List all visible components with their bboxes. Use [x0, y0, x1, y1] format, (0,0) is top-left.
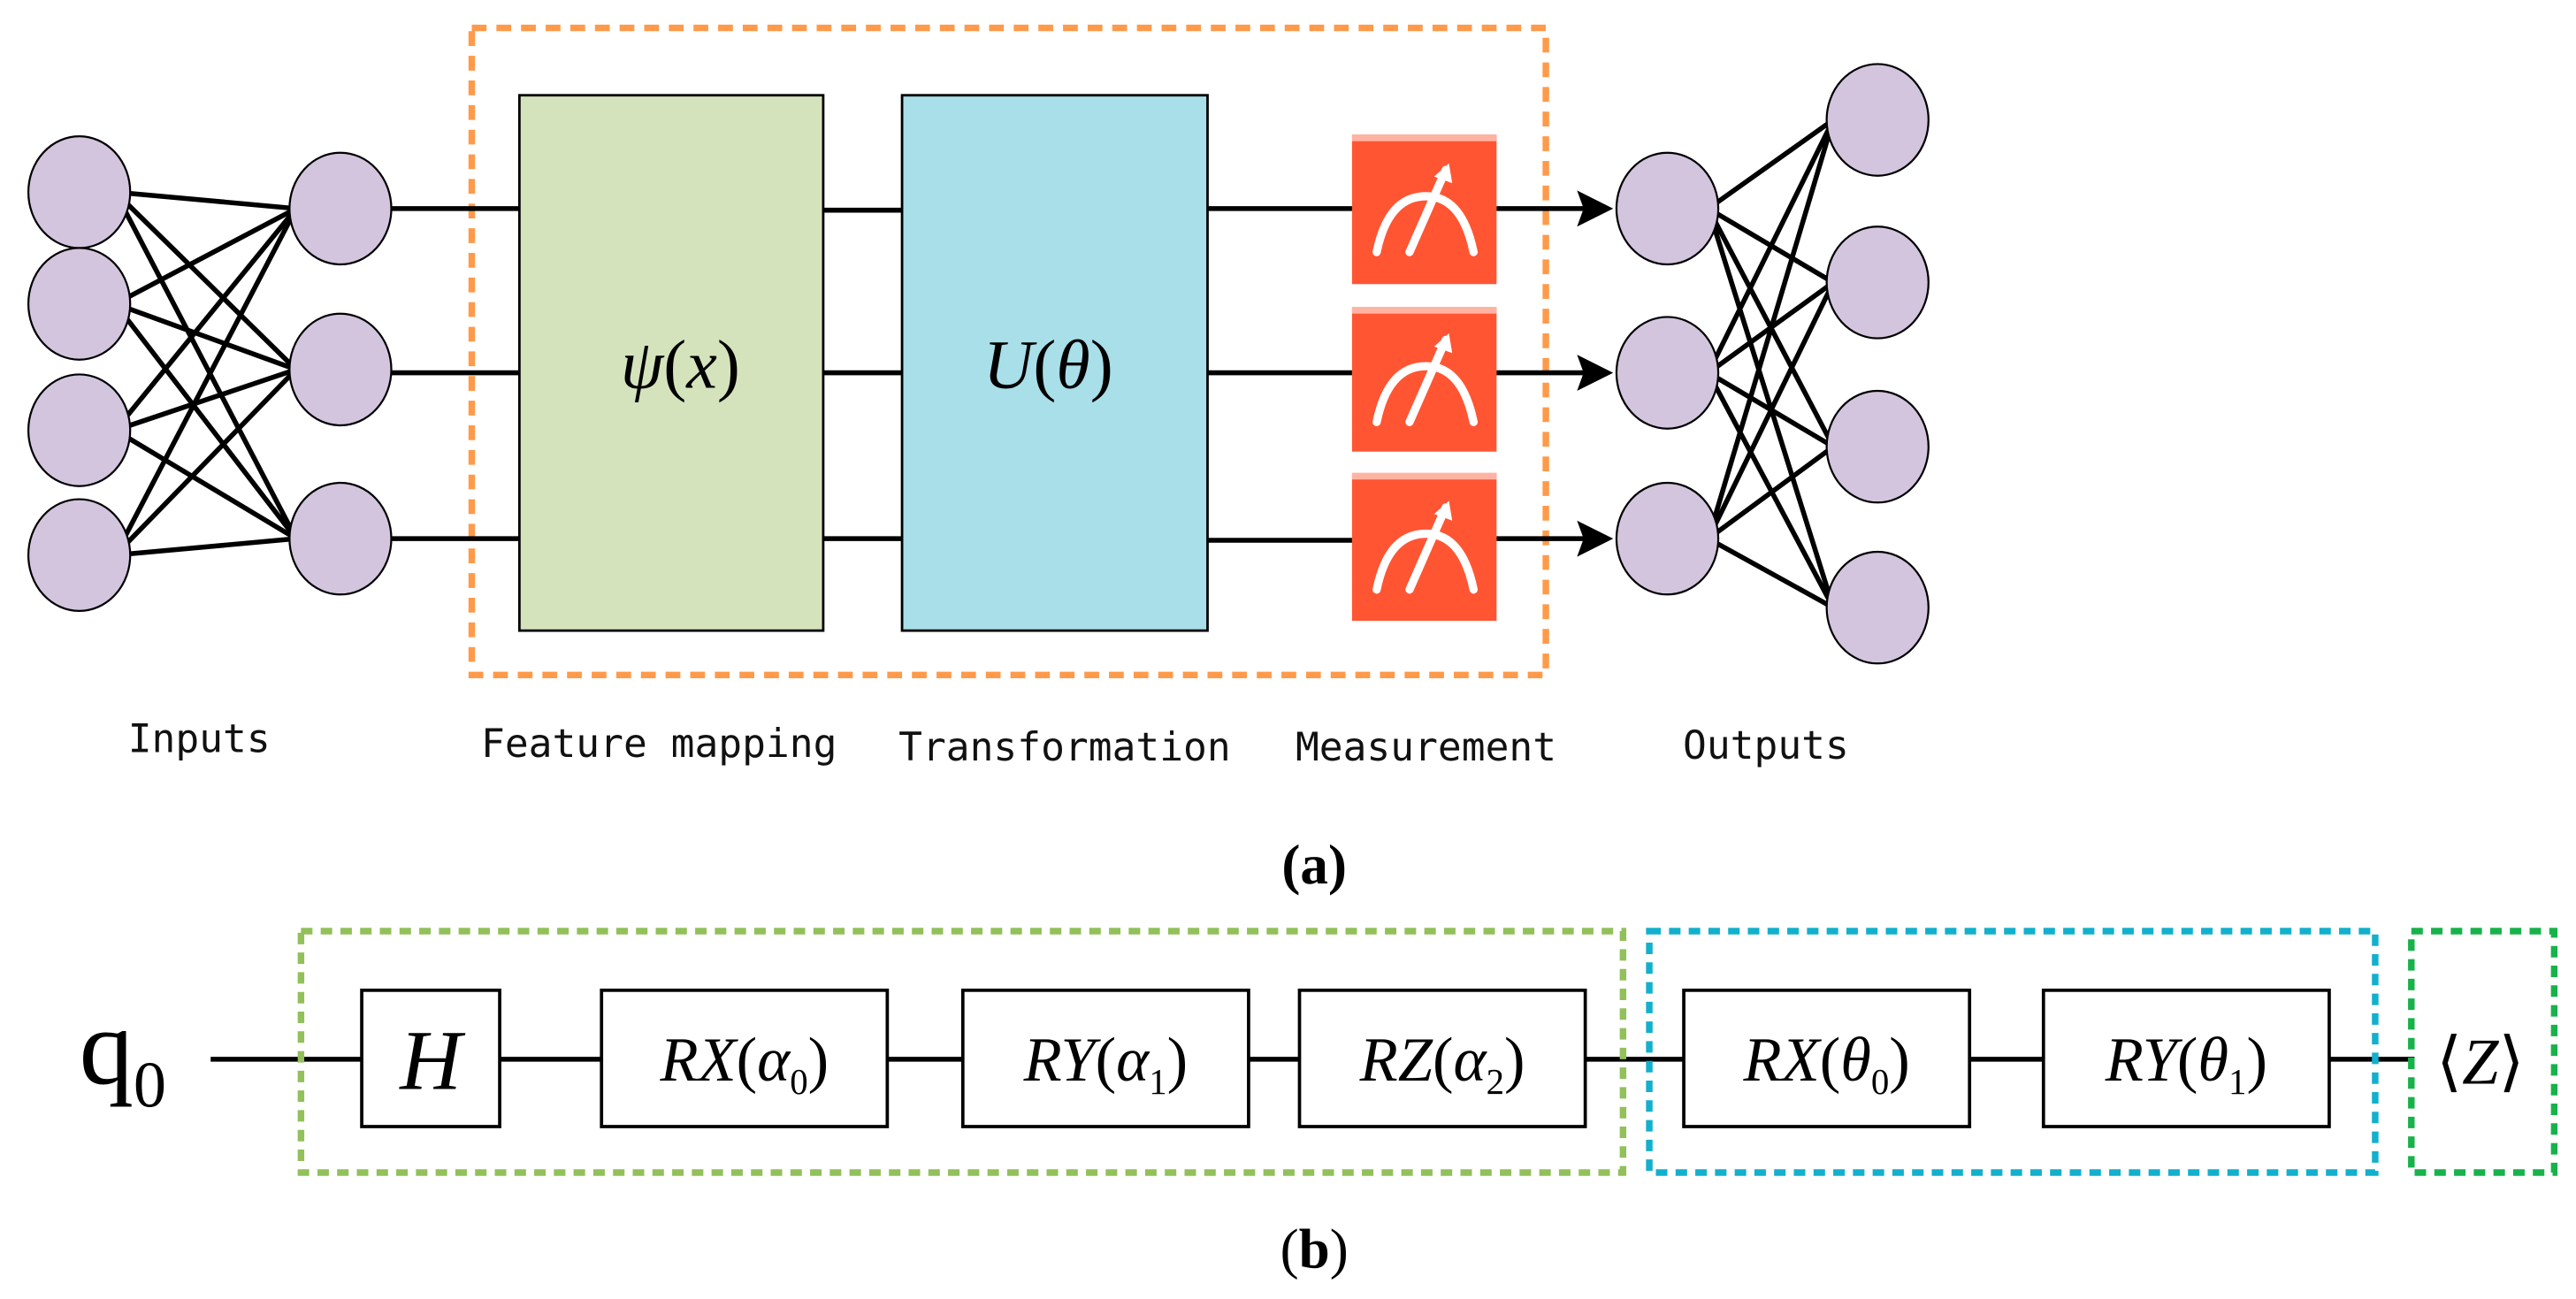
hidden-node: [288, 312, 393, 427]
output-hidden-node: [1615, 481, 1720, 596]
output-edge: [1706, 118, 1836, 539]
hidden-node: [288, 151, 393, 266]
measurement-border: [2408, 928, 2558, 1176]
input-node: [27, 247, 132, 361]
qubit-label: q0: [80, 988, 166, 1122]
gate-label: RX(θ0): [1742, 1026, 1909, 1102]
input-edge: [115, 189, 297, 211]
input-edge: [113, 207, 298, 432]
input-edge: [114, 206, 298, 307]
network-nodes: [27, 63, 1930, 665]
gate-label: RY(α1): [1023, 1026, 1189, 1102]
network-edges: [113, 118, 1836, 610]
output-edge: [1706, 281, 1836, 540]
transformation-block: [900, 94, 1209, 632]
meter-icon: [1351, 472, 1497, 621]
output-edge: [1707, 536, 1835, 610]
arrow-head: [1577, 355, 1614, 391]
output-edge: [1706, 118, 1836, 374]
measurement-meters: [1351, 134, 1497, 621]
label-feature-mapping: Feature mapping: [481, 721, 837, 767]
output-edge: [1707, 444, 1835, 541]
input-edge: [113, 367, 298, 557]
label-inputs: Inputs: [128, 716, 271, 762]
hidden-node: [288, 481, 393, 596]
feature-map-label: ψ(x): [621, 325, 740, 402]
gate-label: RX(α0): [659, 1026, 829, 1102]
output-node: [1825, 550, 1930, 665]
gate-label: RY(θ1): [2105, 1026, 2267, 1102]
caption-a: (a): [1281, 834, 1347, 896]
output-node: [1825, 389, 1930, 504]
gate-ry-5: RY(θ1): [2041, 989, 2331, 1128]
gate-rx-1: RX(α0): [600, 989, 890, 1128]
input-edge: [114, 367, 297, 433]
gate-ry-2: RY(α1): [960, 989, 1250, 1128]
input-edge: [113, 302, 298, 540]
gate-rz-3: RZ(α2): [1297, 989, 1587, 1128]
arrow-head: [1577, 190, 1614, 227]
output-edge: [1707, 118, 1835, 211]
input-edge: [114, 428, 298, 541]
output-hidden-node: [1615, 316, 1720, 430]
qubit-wires: [391, 206, 1352, 543]
input-edge: [113, 190, 299, 540]
label-transformation: Transformation: [898, 724, 1231, 770]
label-outputs: Outputs: [1683, 722, 1849, 768]
quantum-layer-border: [468, 24, 1549, 678]
input-node: [27, 373, 132, 487]
meter-icon: [1351, 307, 1497, 452]
gate-label: RZ(α2): [1359, 1026, 1525, 1102]
gate-rx-4: RX(θ0): [1682, 989, 1972, 1128]
feature-mapping-block: [517, 94, 825, 632]
input-edge: [114, 301, 297, 372]
panel-a: ψ(x) U(θ) Inputs Feature mapping Transfo…: [27, 24, 1930, 896]
input-edge: [115, 536, 297, 558]
input-edge: [113, 207, 299, 557]
gate-h: H: [360, 989, 501, 1128]
input-edge: [113, 190, 298, 371]
gate-label: H: [398, 1012, 466, 1107]
input-node: [27, 135, 132, 249]
panel-b: q0 H RX(α0) RY(α1) RZ(α2) RX(θ0) RY(θ1) ⟨Z⟩ (…: [80, 928, 2558, 1280]
meter-icon: [1351, 134, 1497, 285]
caption-b: (b): [1280, 1219, 1349, 1280]
input-node: [27, 498, 132, 612]
transformation-label: U(θ): [983, 325, 1113, 402]
output-hidden-node: [1615, 151, 1720, 266]
expectation-z: ⟨Z⟩: [2436, 1027, 2524, 1099]
encoding-border: [297, 928, 1627, 1176]
gates: H RX(α0) RY(α1) RZ(α2) RX(θ0) RY(θ1): [360, 989, 2331, 1128]
output-arrows: [1496, 190, 1614, 557]
label-measurement: Measurement: [1296, 724, 1556, 770]
variational-border: [1646, 928, 2379, 1176]
output-node: [1825, 63, 1930, 177]
output-node: [1825, 225, 1930, 340]
arrow-head: [1577, 520, 1614, 557]
